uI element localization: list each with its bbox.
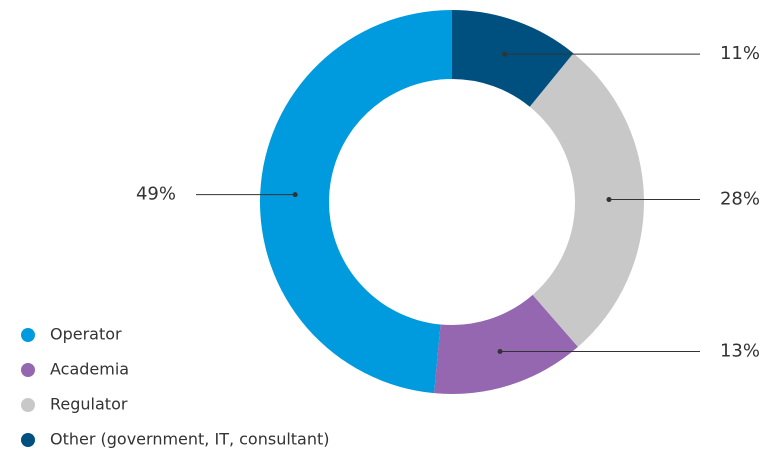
data-label: 28% [720,189,760,210]
legend-label: Academia [50,360,129,379]
donut-segment [529,53,645,347]
legend-label: Other (government, IT, consultant) [50,430,330,449]
data-label: 49% [136,184,176,205]
leader-dot [502,51,508,57]
legend-label: Operator [50,325,122,344]
legend-swatch [21,398,35,412]
legend-swatch [21,328,35,342]
leader-dot [497,348,503,354]
leader-dot [606,197,612,203]
donut-segment [434,294,578,394]
data-label: 13% [720,340,760,361]
legend-swatch [21,363,35,377]
legend-label: Regulator [50,395,128,414]
legend-swatch [21,433,35,447]
donut-segment [259,10,452,394]
donut-segment [452,10,574,107]
leader-dot [292,192,298,198]
data-label: 11% [720,43,760,64]
